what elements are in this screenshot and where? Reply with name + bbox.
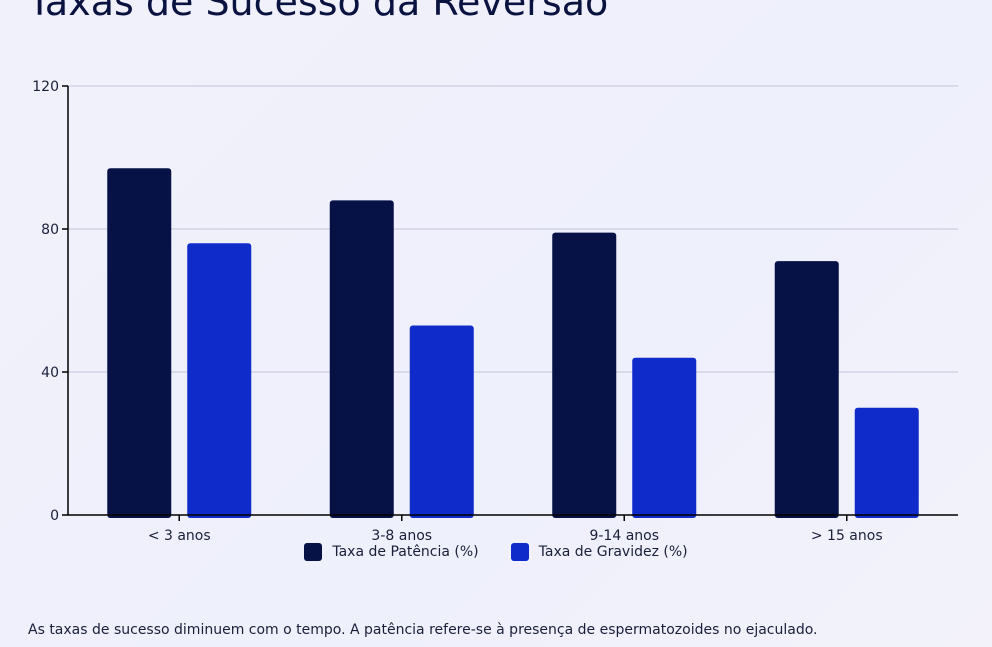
bar-gravidez[interactable] bbox=[409, 325, 474, 518]
legend-label-gravidez: Taxa de Gravidez (%) bbox=[538, 544, 688, 560]
bar-chart: 0 40 80 120 < 3 anos 3-8 anos 9-14 anos > 15 an… bbox=[32, 79, 958, 540]
bar-patencia[interactable] bbox=[329, 200, 394, 518]
legend-swatch-patencia bbox=[304, 543, 323, 561]
chart-legend: Taxa de Patência (%) Taxa de Gravidez (%… bbox=[0, 543, 992, 561]
x-tick-label: > 15 anos bbox=[811, 528, 883, 540]
y-tick-label: 0 bbox=[50, 508, 59, 524]
bar-patencia[interactable] bbox=[774, 261, 839, 518]
legend-label-patencia: Taxa de Patência (%) bbox=[332, 544, 479, 560]
y-tick-label: 120 bbox=[32, 79, 59, 95]
bar-patencia[interactable] bbox=[552, 232, 617, 518]
bars bbox=[107, 168, 919, 519]
axis-ticks: 0 40 80 120 < 3 anos 3-8 anos 9-14 anos > 15 an… bbox=[32, 79, 882, 540]
bar-gravidez[interactable] bbox=[632, 357, 697, 518]
legend-swatch-gravidez bbox=[510, 543, 529, 561]
chart-footnote: As taxas de sucesso diminuem com o tempo… bbox=[28, 622, 818, 638]
y-tick-label: 80 bbox=[41, 222, 59, 238]
legend-item-patencia[interactable]: Taxa de Patência (%) bbox=[304, 543, 479, 561]
axes bbox=[67, 86, 958, 516]
bar-patencia[interactable] bbox=[107, 168, 172, 518]
bar-gravidez[interactable] bbox=[187, 243, 252, 519]
legend-item-gravidez[interactable]: Taxa de Gravidez (%) bbox=[510, 543, 688, 561]
x-tick-label: 9-14 anos bbox=[589, 528, 659, 540]
chart-title: Taxas de Sucesso da Reversão bbox=[28, 0, 609, 24]
bar-gravidez[interactable] bbox=[854, 407, 919, 518]
x-tick-label: < 3 anos bbox=[148, 528, 211, 540]
x-tick-label: 3-8 anos bbox=[371, 528, 432, 540]
y-tick-label: 40 bbox=[41, 365, 59, 381]
